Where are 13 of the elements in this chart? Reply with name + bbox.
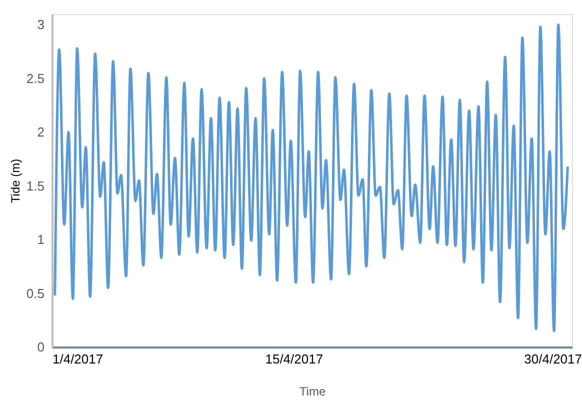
y-tick-label: 3 (37, 17, 44, 32)
y-tick-label: 0 (37, 340, 44, 354)
y-tick-label: 2 (37, 124, 44, 140)
x-tick-label: 15/4/2017 (265, 352, 324, 366)
x-axis-title: Time (299, 384, 326, 398)
y-tick-label: 1.5 (26, 178, 44, 194)
y-tick-label: 1 (37, 232, 44, 248)
line-series (54, 23, 569, 332)
x-tick-label: 30/4/2017 (524, 352, 582, 366)
y-tick-label: 0.5 (26, 286, 44, 301)
y-tick-label: 2.5 (26, 70, 44, 86)
y-axis-title: Tide (m) (8, 158, 22, 204)
x-tick-label: 1/4/2017 (52, 352, 104, 366)
